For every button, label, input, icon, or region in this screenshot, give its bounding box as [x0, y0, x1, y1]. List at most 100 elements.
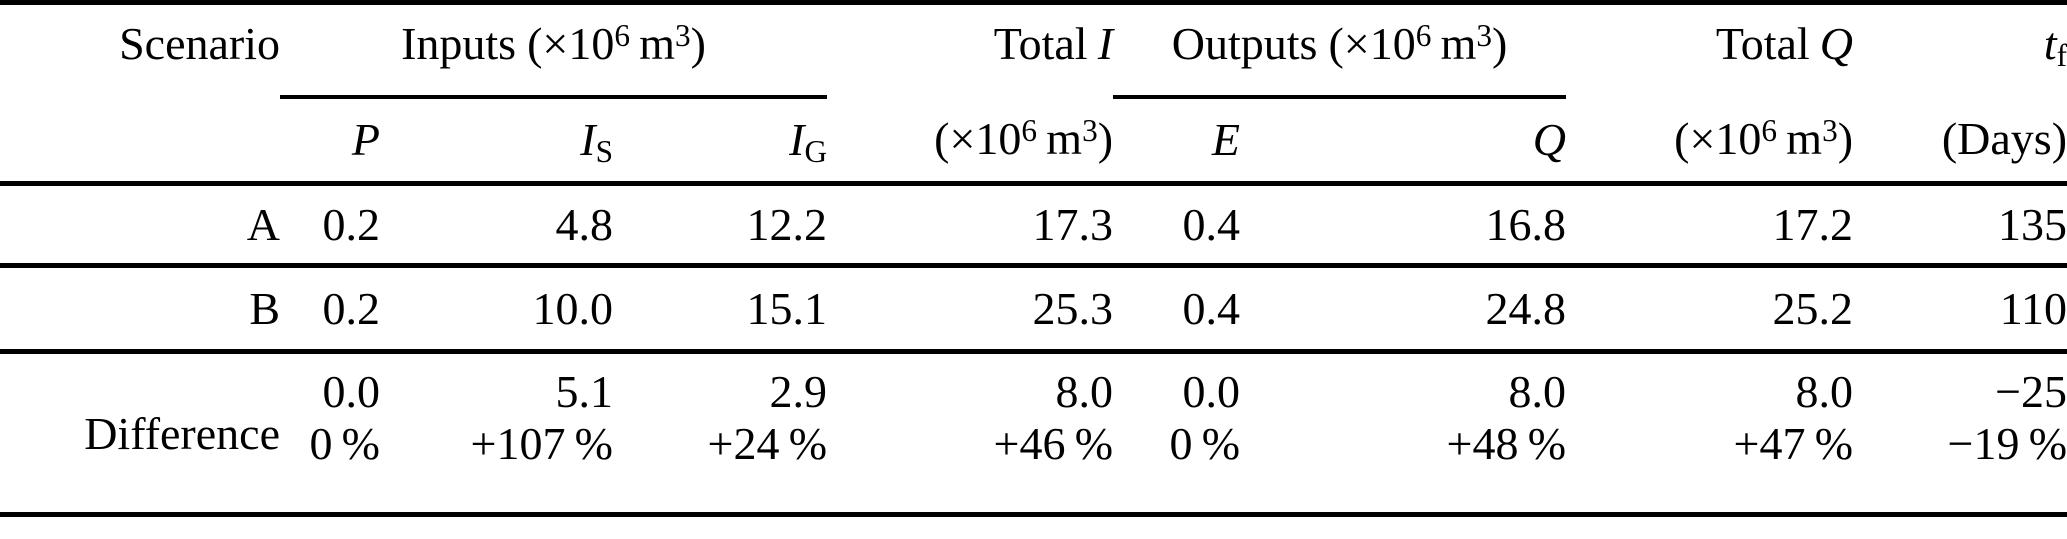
cell-diff-e: 0.0 0 %: [1113, 351, 1241, 517]
value: 135: [1998, 199, 2067, 250]
header-is: IS: [380, 96, 613, 186]
unit-open: (×10: [934, 113, 1022, 165]
results-table: Scenario Inputs (×106 m3) Total I Outputs(…: [0, 0, 2067, 517]
header-total-i: Total I: [827, 3, 1113, 97]
total-q-volume-unit: (×106 m3): [1674, 113, 1853, 164]
unit-exp2: 3: [1822, 113, 1838, 149]
row-label: B: [249, 283, 280, 334]
q-var: Q: [1532, 114, 1567, 166]
value: 0.0: [1182, 366, 1241, 417]
cell-b-label: B: [0, 265, 280, 354]
unit-close: ): [1097, 113, 1114, 165]
is-sub: S: [595, 134, 613, 170]
table-row-difference: Difference 0.0 0 % 5.1 +107 % 2.9 +24 % 8.0…: [0, 351, 2067, 517]
table-row-scenario-a: A 0.2 4.8 12.2 17.3 0.4 16.8 17.2 135: [0, 183, 2067, 268]
value: 0.0: [322, 366, 381, 417]
percent: +48 %: [1446, 418, 1567, 469]
cell-b-total-i: 25.3: [827, 265, 1114, 354]
tf-var: t: [2043, 18, 2057, 69]
unit-open: (×10: [527, 18, 615, 69]
total-q-var: Q: [1819, 18, 1854, 69]
value: −25: [1995, 366, 2067, 417]
header-inputs-group: Inputs (×106 m3): [280, 2, 828, 99]
ig-var: I: [789, 114, 805, 166]
unit-exp: 6: [1415, 17, 1432, 53]
percent: +107 %: [470, 418, 613, 469]
cell-diff-q: 8.0 +48 %: [1240, 351, 1567, 517]
total-i-var: I: [1097, 18, 1114, 69]
cell-b-q: 24.8: [1240, 265, 1567, 354]
value: 110: [1999, 283, 2067, 334]
value: 16.8: [1485, 199, 1567, 250]
value: 25.3: [1032, 283, 1114, 334]
unit-m: m: [1431, 18, 1477, 69]
header-inputs-label: Inputs: [401, 18, 517, 69]
value: 17.3: [1032, 199, 1114, 250]
cell-diff-p: 0.0 0 %: [280, 351, 381, 517]
unit-open: (×10: [1328, 18, 1416, 69]
value: 8.0: [1055, 366, 1114, 417]
cell-b-e: 0.4: [1113, 265, 1241, 354]
header-empty: [0, 96, 280, 186]
unit-exp: 6: [614, 17, 630, 53]
unit-exp: 6: [1761, 113, 1778, 149]
percent: −19 %: [1947, 418, 2067, 469]
p-var: P: [351, 114, 380, 166]
value: 24.8: [1485, 283, 1567, 334]
cell-diff-ig: 2.9 +24 %: [613, 351, 828, 517]
e-var: E: [1211, 114, 1241, 166]
days-label: (Days): [1941, 113, 2067, 165]
unit-close: ): [1837, 113, 1854, 165]
header-row-columns: P IS IG (×106 m3) E Q (×106 m3) (Days): [0, 96, 2067, 186]
row-label: A: [246, 199, 280, 250]
value: 0.4: [1182, 199, 1241, 250]
cell-a-total-i: 17.3: [827, 183, 1114, 268]
percent: 0 %: [309, 418, 380, 469]
header-tf: tf: [1853, 3, 2067, 97]
cell-diff-label: Difference: [0, 351, 280, 517]
unit-exp: 6: [1021, 113, 1038, 149]
value: 8.0: [1508, 366, 1567, 417]
cell-a-p: 0.2: [280, 183, 381, 268]
unit-close: ): [690, 18, 706, 69]
cell-a-tf: 135: [1853, 183, 2067, 268]
cell-diff-tf: −25 −19 %: [1853, 351, 2067, 517]
cell-a-is: 4.8: [380, 183, 613, 268]
cell-a-q: 16.8: [1240, 183, 1567, 268]
value: 8.0: [1795, 366, 1854, 417]
outputs-volume-unit: (×106 m3): [1328, 18, 1507, 69]
percent: +24 %: [707, 418, 828, 469]
cell-b-is: 10.0: [380, 265, 614, 354]
cell-a-label: A: [0, 183, 280, 268]
total-i-word: Total: [993, 18, 1088, 69]
percent: 0 %: [1169, 418, 1241, 469]
unit-m: m: [1037, 113, 1083, 165]
value: 0.4: [1182, 283, 1241, 334]
value: 17.2: [1772, 199, 1854, 250]
value: 10.0: [532, 283, 614, 334]
unit-close: ): [1492, 18, 1508, 69]
inputs-volume-unit: (×106 m3): [527, 18, 706, 69]
header-outputs-group: Outputs (×106 m3): [1113, 2, 1567, 99]
unit-open: (×10: [1674, 113, 1762, 165]
unit-exp2: 3: [675, 17, 691, 53]
header-ig: IG: [613, 96, 828, 186]
cell-a-total-q: 17.2: [1566, 183, 1854, 268]
tf-sub: f: [2056, 37, 2067, 73]
unit-m: m: [630, 18, 675, 69]
cell-diff-total-i: 8.0 +46 %: [827, 351, 1114, 517]
value: 15.1: [746, 283, 828, 334]
unit-m: m: [1777, 113, 1823, 165]
total-q-word: Total: [1715, 18, 1810, 69]
header-outputs-label: Outputs: [1171, 18, 1318, 69]
value: 12.2: [746, 199, 828, 250]
is-var: I: [580, 114, 596, 166]
row-label: Difference: [84, 407, 280, 459]
table-row-scenario-b: B 0.2 10.0 15.1 25.3 0.4 24.8 25.2 110: [0, 265, 2067, 354]
percent: +47 %: [1733, 418, 1854, 469]
header-scenario-label: Scenario: [119, 18, 280, 69]
header-p: P: [280, 96, 380, 186]
value: 0.2: [322, 199, 381, 250]
cell-b-p: 0.2: [280, 265, 380, 354]
